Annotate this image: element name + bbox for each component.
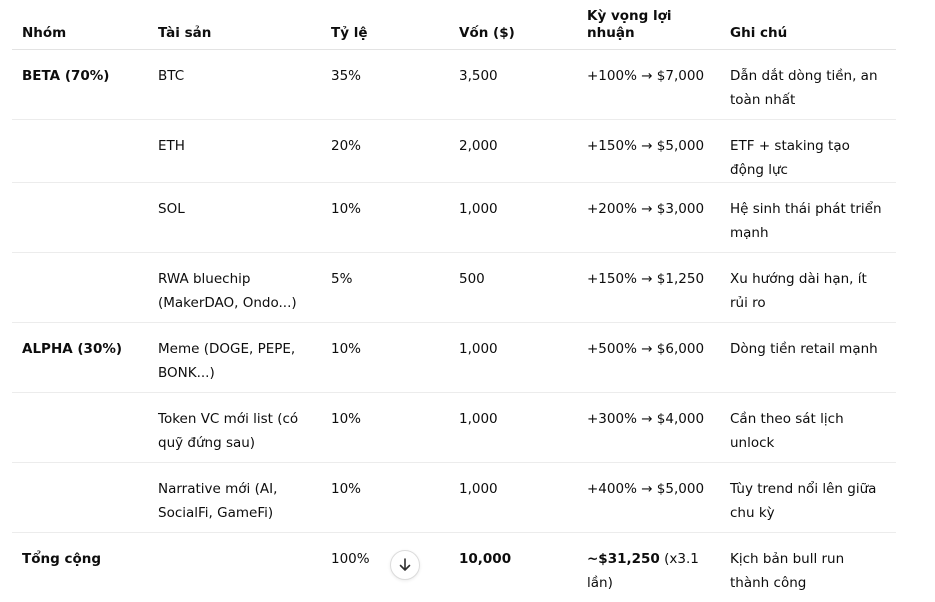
cell-ratio: 35% <box>321 50 449 120</box>
total-row: Tổng cộng 100% 10,000 ~$31,250 (x3.1 lần… <box>12 533 896 602</box>
scroll-to-bottom-button[interactable] <box>390 550 420 580</box>
cell-asset: Meme (DOGE, PEPE, BONK...) <box>148 323 321 393</box>
header-ratio: Tỷ lệ <box>321 0 449 50</box>
table-row: SOL 10% 1,000 +200% → $3,000 Hệ sinh thá… <box>12 183 896 253</box>
table-row: Token VC mới list (có quỹ đứng sau) 10% … <box>12 393 896 463</box>
cell-expected: +150% → $1,250 <box>577 253 720 323</box>
cell-group <box>12 120 148 183</box>
cell-ratio: 20% <box>321 120 449 183</box>
cell-expected: +300% → $4,000 <box>577 393 720 463</box>
total-asset <box>148 533 321 602</box>
cell-capital: 1,000 <box>449 393 577 463</box>
cell-asset: Narrative mới (AI, SocialFi, GameFi) <box>148 463 321 533</box>
cell-capital: 1,000 <box>449 183 577 253</box>
cell-capital: 3,500 <box>449 50 577 120</box>
cell-ratio: 10% <box>321 463 449 533</box>
cell-note: Cần theo sát lịch unlock <box>720 393 896 463</box>
cell-expected: +500% → $6,000 <box>577 323 720 393</box>
arrow-down-icon <box>397 557 413 573</box>
cell-group <box>12 253 148 323</box>
cell-ratio: 10% <box>321 393 449 463</box>
table-row: RWA bluechip (MakerDAO, Ondo...) 5% 500 … <box>12 253 896 323</box>
total-capital: 10,000 <box>449 533 577 602</box>
cell-group: ALPHA (30%) <box>12 323 148 393</box>
cell-group <box>12 463 148 533</box>
cell-group <box>12 393 148 463</box>
total-expected-value: ~$31,250 <box>587 551 660 567</box>
total-expected: ~$31,250 (x3.1 lần) <box>577 533 720 602</box>
cell-note: Dòng tiền retail mạnh <box>720 323 896 393</box>
cell-expected: +400% → $5,000 <box>577 463 720 533</box>
cell-ratio: 5% <box>321 253 449 323</box>
cell-expected: +100% → $7,000 <box>577 50 720 120</box>
header-group: Nhóm <box>12 0 148 50</box>
cell-asset: BTC <box>148 50 321 120</box>
table-row: ETH 20% 2,000 +150% → $5,000 ETF + staki… <box>12 120 896 183</box>
cell-capital: 1,000 <box>449 323 577 393</box>
table-row: Narrative mới (AI, SocialFi, GameFi) 10%… <box>12 463 896 533</box>
table-header-row: Nhóm Tài sản Tỷ lệ Vốn ($) Kỳ vọng lợi n… <box>12 0 896 50</box>
header-note: Ghi chú <box>720 0 896 50</box>
cell-note: Tùy trend nổi lên giữa chu kỳ <box>720 463 896 533</box>
cell-capital: 2,000 <box>449 120 577 183</box>
cell-asset: RWA bluechip (MakerDAO, Ondo...) <box>148 253 321 323</box>
cell-capital: 500 <box>449 253 577 323</box>
total-label: Tổng cộng <box>12 533 148 602</box>
total-ratio: 100% <box>321 533 449 602</box>
cell-asset: Token VC mới list (có quỹ đứng sau) <box>148 393 321 463</box>
cell-expected: +150% → $5,000 <box>577 120 720 183</box>
header-asset: Tài sản <box>148 0 321 50</box>
cell-ratio: 10% <box>321 183 449 253</box>
cell-note: Xu hướng dài hạn, ít rủi ro <box>720 253 896 323</box>
allocation-table: Nhóm Tài sản Tỷ lệ Vốn ($) Kỳ vọng lợi n… <box>12 0 896 602</box>
cell-group: BETA (70%) <box>12 50 148 120</box>
table-row: ALPHA (30%) Meme (DOGE, PEPE, BONK...) 1… <box>12 323 896 393</box>
cell-asset: SOL <box>148 183 321 253</box>
cell-note: ETF + staking tạo động lực <box>720 120 896 183</box>
cell-note: Dẫn dắt dòng tiền, an toàn nhất <box>720 50 896 120</box>
table-row: BETA (70%) BTC 35% 3,500 +100% → $7,000 … <box>12 50 896 120</box>
header-expected-profit: Kỳ vọng lợi nhuận <box>577 0 720 50</box>
cell-note: Hệ sinh thái phát triển mạnh <box>720 183 896 253</box>
cell-asset: ETH <box>148 120 321 183</box>
header-capital: Vốn ($) <box>449 0 577 50</box>
cell-group <box>12 183 148 253</box>
cell-capital: 1,000 <box>449 463 577 533</box>
cell-ratio: 10% <box>321 323 449 393</box>
total-note: Kịch bản bull run thành công <box>720 533 896 602</box>
cell-expected: +200% → $3,000 <box>577 183 720 253</box>
